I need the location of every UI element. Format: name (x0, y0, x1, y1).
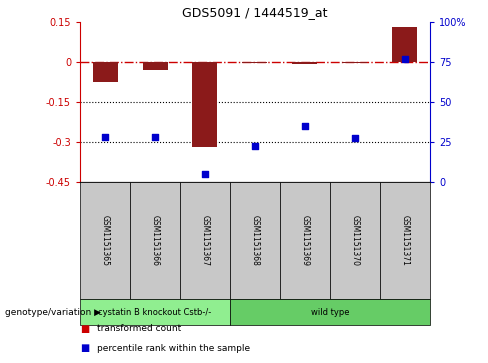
Point (101, 134, 109, 140)
Text: cystatin B knockout Cstb-/-: cystatin B knockout Cstb-/- (99, 308, 212, 317)
Point (251, 143, 259, 149)
Bar (93, 62, 118, 82)
Bar (192, 62, 218, 147)
Text: GSM1151370: GSM1151370 (350, 215, 360, 266)
Bar (343, 62, 367, 63)
Point (201, 171, 209, 176)
Text: GSM1151368: GSM1151368 (250, 215, 260, 266)
Text: GSM1151365: GSM1151365 (101, 215, 109, 266)
Text: GSM1151366: GSM1151366 (150, 215, 160, 266)
Point (401, 56, 409, 61)
Text: percentile rank within the sample: percentile rank within the sample (97, 344, 250, 353)
Bar (292, 62, 318, 64)
Text: wild type: wild type (311, 308, 349, 317)
Text: genotype/variation ▶: genotype/variation ▶ (5, 308, 101, 317)
Bar (243, 62, 267, 63)
Text: transformed count: transformed count (97, 324, 182, 333)
Point (351, 135, 359, 141)
Point (151, 134, 159, 140)
Text: ■: ■ (80, 323, 89, 334)
Bar (392, 27, 417, 62)
Title: GDS5091 / 1444519_at: GDS5091 / 1444519_at (182, 6, 328, 19)
Text: ■: ■ (80, 343, 89, 354)
Text: GSM1151367: GSM1151367 (201, 215, 209, 266)
Bar (142, 62, 167, 70)
Text: GSM1151371: GSM1151371 (401, 215, 409, 266)
Point (301, 123, 309, 129)
Text: GSM1151369: GSM1151369 (301, 215, 309, 266)
